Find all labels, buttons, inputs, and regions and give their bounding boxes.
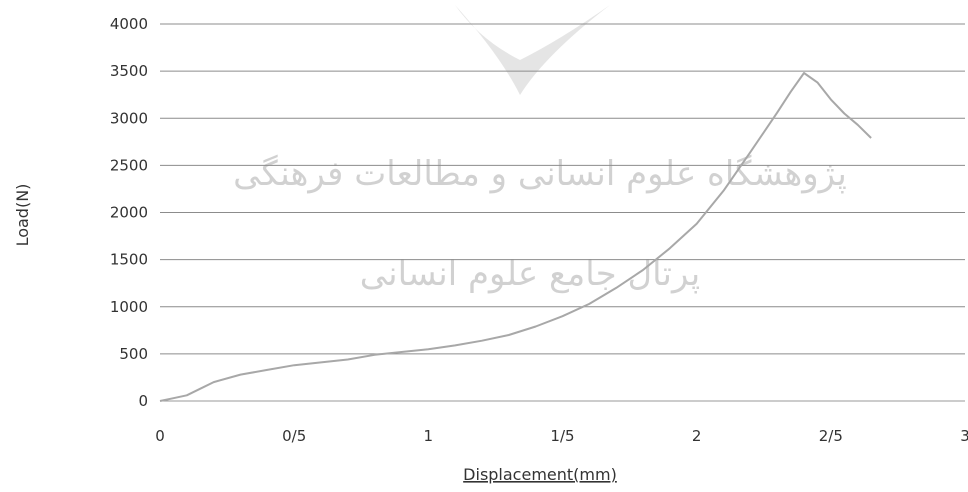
y-tick-label: 1500	[110, 251, 148, 269]
x-tick-label: 1	[424, 427, 434, 445]
watermark-line-1: پژوهشگاه علوم انسانی و مطالعات فرهنگی	[233, 154, 847, 194]
x-tick-label: 3	[960, 427, 968, 445]
y-tick-label: 4000	[110, 15, 148, 33]
grid-lines	[160, 23, 965, 402]
y-tick-label: 1000	[110, 298, 148, 316]
y-tick-label: 0	[138, 392, 148, 410]
y-axis-title: Load(N)	[13, 184, 32, 247]
x-tick-label: 0/5	[282, 427, 306, 445]
x-tick-label: 0	[155, 427, 165, 445]
x-tick-label: 2	[692, 427, 702, 445]
watermark-line-2: پرتال جامع علوم انسانی	[360, 254, 700, 294]
y-tick-label: 2000	[110, 204, 148, 222]
x-tick-label: 1/5	[550, 427, 574, 445]
tick-labels: 0 500 1000 1500 2000 2500 3000 3500 4000 0 0/5 1 1/5…	[110, 15, 968, 445]
x-axis-title: Displacement(mm)	[463, 465, 617, 484]
y-tick-label: 3500	[110, 62, 148, 80]
x-tick-label: 2/5	[819, 427, 843, 445]
watermark: پژوهشگاه علوم انسانی و مطالعات فرهنگی پر…	[233, 5, 847, 294]
data-series	[159, 72, 872, 402]
watermark-emblem	[455, 5, 610, 95]
y-tick-label: 3000	[110, 109, 148, 127]
y-tick-label: 500	[119, 345, 148, 363]
load-displacement-line	[159, 72, 872, 402]
y-tick-label: 2500	[110, 156, 148, 174]
